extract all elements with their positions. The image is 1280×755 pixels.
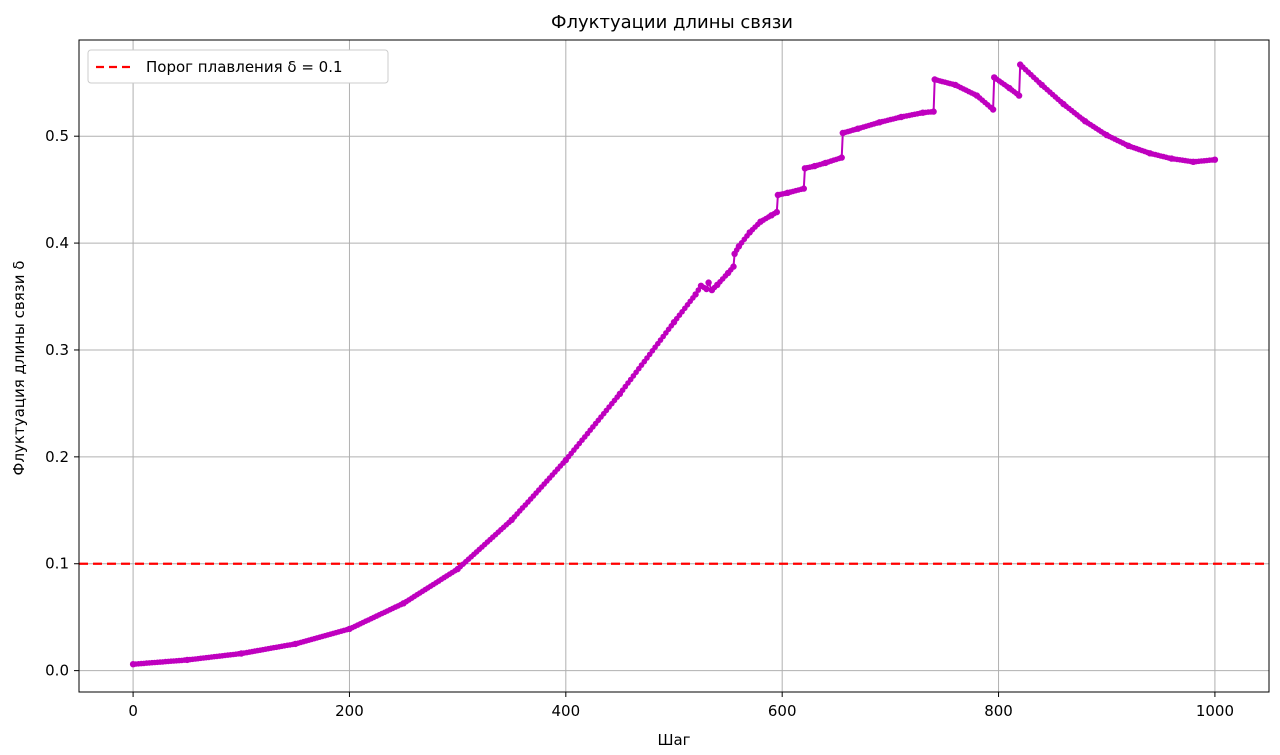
data-point-marker [1166, 155, 1172, 161]
data-point-marker [1101, 130, 1107, 137]
data-point-marker [181, 657, 188, 663]
x-tick-label: 1000 [1196, 702, 1234, 720]
series-group [129, 61, 1219, 668]
data-point-marker [744, 233, 750, 239]
x-tick-label: 200 [335, 702, 364, 720]
data-point-marker [765, 214, 772, 220]
ticks: 0 200 400 600 800 1000 0.0 0.1 0.2 0.3 0.4 0.5 [45, 127, 1234, 720]
data-point-marker [771, 210, 777, 217]
data-point-marker [1144, 149, 1151, 156]
data-point-marker [1187, 158, 1194, 165]
y-axis-label: Флуктуация длины связи δ [10, 261, 28, 476]
legend-label: Порог плавления δ = 0.1 [146, 58, 343, 76]
grid [79, 40, 1269, 692]
chart-title: Флуктуации длины связи [551, 12, 793, 33]
x-tick-label: 800 [984, 702, 1013, 720]
data-point-marker [895, 114, 902, 121]
x-tick-label: 600 [768, 702, 797, 720]
x-tick-label: 0 [128, 702, 138, 720]
data-point-marker [1079, 116, 1086, 122]
data-point-marker [1058, 98, 1064, 105]
data-point-marker [917, 110, 923, 116]
x-tick-label: 400 [551, 702, 580, 720]
data-point-marker [701, 284, 707, 291]
data-point-marker [755, 221, 761, 228]
data-point-marker [452, 568, 458, 574]
y-tick-label: 0.5 [45, 127, 69, 145]
data-point-marker [971, 91, 977, 97]
data-point-marker [809, 163, 815, 170]
data-point-marker [235, 651, 242, 657]
data-point-marker [344, 626, 350, 633]
data-point-marker [1004, 83, 1010, 90]
data-point-marker [506, 519, 512, 526]
y-tick-label: 0.4 [45, 234, 69, 252]
data-point-marker [798, 186, 804, 193]
data-point-marker [949, 81, 956, 87]
data-point-marker [1036, 79, 1042, 86]
data-point-marker [1122, 141, 1129, 148]
y-tick-label: 0.3 [45, 341, 69, 359]
data-point-marker [289, 641, 296, 648]
data-point-marker [836, 155, 842, 162]
data-point [705, 279, 712, 286]
legend: Порог плавления δ = 0.1 [87, 49, 389, 84]
data-point-marker [711, 284, 718, 291]
data-point-marker [987, 104, 994, 110]
data-point-marker [668, 323, 675, 329]
data-point-marker [852, 126, 859, 133]
data-point-marker [733, 247, 740, 253]
data-point-marker [560, 460, 566, 466]
data-point-marker [874, 120, 880, 126]
data-point-marker [722, 273, 729, 279]
legend-box [87, 49, 389, 84]
data-point-marker [820, 160, 826, 167]
y-tick-label: 0.1 [45, 555, 69, 573]
plot-frame [78, 39, 1270, 693]
y-tick-label: 0.0 [45, 662, 69, 680]
data-point-marker [398, 601, 404, 608]
data-point-marker [1209, 157, 1215, 163]
data-point-marker [728, 267, 734, 273]
data-point-marker [928, 109, 934, 115]
data-point-marker [614, 394, 620, 400]
data-point-marker [690, 295, 696, 301]
data-point-marker [1013, 90, 1020, 97]
y-tick-label: 0.2 [45, 448, 69, 466]
x-axis-label: Шаг [657, 731, 690, 749]
data-point-marker [695, 287, 702, 293]
data-point-marker [782, 190, 788, 197]
